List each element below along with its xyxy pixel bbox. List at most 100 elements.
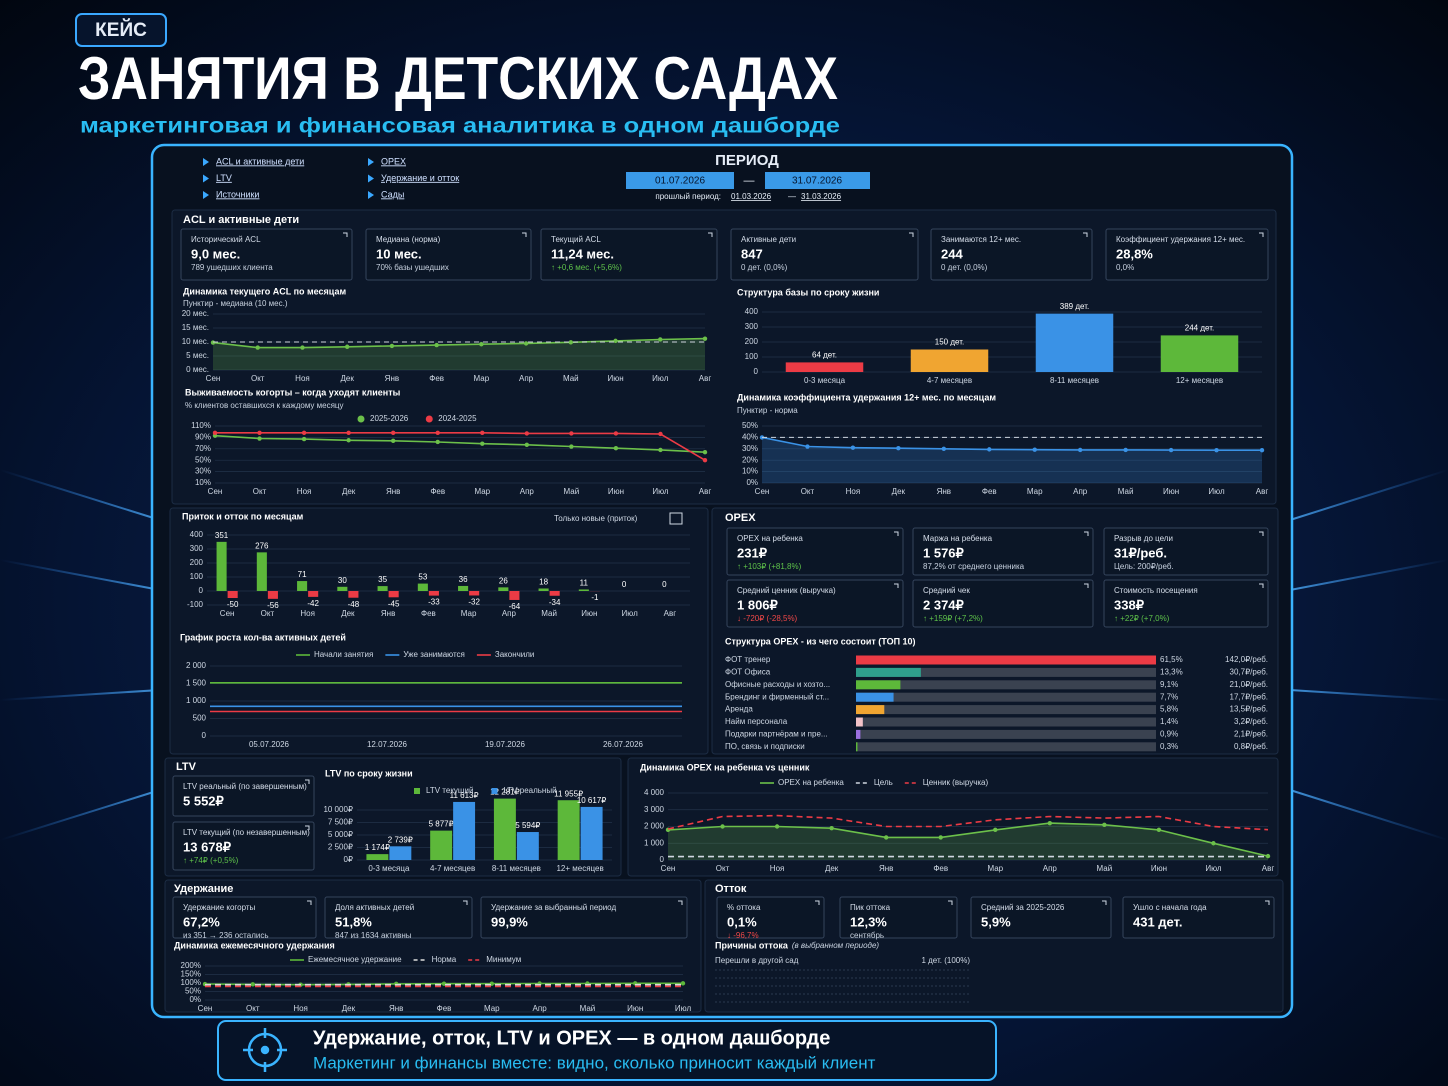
- kpi-value: 51,8%: [335, 914, 372, 929]
- x-tick-label: Июл: [675, 1004, 692, 1013]
- x-tick-label: Апр: [520, 487, 535, 496]
- point: [344, 344, 350, 349]
- kpi-label: Маржа на ребенка: [923, 534, 993, 543]
- data-label: 64 дет.: [812, 351, 837, 360]
- data-label: 276: [255, 541, 269, 550]
- point: [850, 445, 856, 450]
- line: [215, 432, 706, 461]
- x-tick-label: Окт: [253, 487, 267, 496]
- nav-link[interactable]: Сады: [381, 189, 404, 199]
- legend-label: Цель: [874, 778, 893, 787]
- y-tick-label: 20 мес.: [182, 309, 209, 318]
- y-tick-label: 0%: [746, 478, 758, 487]
- x-tick-label: Июл: [652, 487, 669, 496]
- point: [346, 430, 351, 436]
- y-tick-label: 2 000: [644, 822, 665, 831]
- point: [720, 824, 725, 829]
- kpi-value: 847: [741, 246, 763, 261]
- chart-title: Приток и отток по месяцам: [182, 511, 304, 521]
- bar: [785, 362, 864, 372]
- point: [883, 835, 889, 840]
- previous-to[interactable]: 31.03.2026: [801, 192, 842, 201]
- data-label: -56: [267, 601, 279, 610]
- toggle-label: Только новые (приток): [554, 514, 638, 523]
- point: [255, 345, 260, 350]
- bar: [910, 349, 989, 372]
- kpi-value: 67,2%: [183, 914, 220, 929]
- kpi-card: [480, 896, 688, 939]
- bar: [389, 846, 412, 860]
- x-tick-label: 8-11 месяцев: [492, 864, 541, 873]
- target-icon: [243, 1028, 287, 1072]
- bar: [856, 717, 863, 727]
- legend-label: LTV реальный: [503, 786, 556, 795]
- kpi-card: [912, 527, 1094, 576]
- cost-share: 61,5%: [1160, 655, 1183, 664]
- y-tick-label: 110%: [191, 421, 211, 430]
- kpi-note: ↓ -720₽ (-28,5%): [737, 614, 798, 623]
- card-corner: [307, 900, 312, 905]
- bar: [417, 583, 428, 591]
- x-tick-label: Сен: [208, 487, 223, 496]
- card-corner: [1083, 232, 1088, 237]
- data-label: 1 174₽: [365, 843, 390, 852]
- x-tick-label: Дек: [825, 864, 839, 873]
- x-tick-label: Сен: [206, 374, 221, 383]
- point: [524, 442, 530, 448]
- data-label: 2 739₽: [388, 835, 413, 844]
- nav-link[interactable]: ACL и активные дети: [216, 156, 304, 166]
- nav-link[interactable]: Источники: [216, 189, 259, 199]
- point: [658, 447, 663, 453]
- kpi-label: Занимаются 12+ мес.: [941, 235, 1021, 244]
- bar: [377, 586, 388, 591]
- nav-link[interactable]: LTV: [216, 173, 232, 183]
- x-tick-label: Дек: [342, 1004, 356, 1013]
- badge: [75, 13, 167, 47]
- legend-label: 2025-2026: [370, 414, 409, 423]
- cost-share: 0,9%: [1160, 730, 1178, 739]
- y-tick-label: 100: [745, 352, 759, 361]
- kpi-label: LTV текущий (по незавершенным): [183, 828, 310, 837]
- point: [987, 447, 992, 452]
- legend-label: Уже занимаются: [403, 650, 465, 659]
- legend-marker: [414, 788, 420, 794]
- cost-share: 1,4%: [1160, 717, 1178, 726]
- cost-amount: 2,1₽/реб.: [1234, 730, 1268, 739]
- footer-subtitle: Маркетинг и финансы вместе: видно, сколь…: [313, 1053, 876, 1072]
- y-tick-label: 10%: [742, 467, 758, 476]
- card-corner: [894, 531, 899, 536]
- x-tick-label: Янв: [879, 864, 893, 873]
- legend-label: Начали занятия: [314, 650, 373, 659]
- cost-share: 7,7%: [1160, 692, 1178, 701]
- nav-link[interactable]: OPEX: [381, 156, 406, 166]
- x-tick-label: Окт: [251, 374, 265, 383]
- x-tick-label: Авг: [699, 374, 712, 383]
- bar: [297, 581, 308, 591]
- x-tick-label: Окт: [246, 1004, 260, 1013]
- data-label: 71: [298, 570, 307, 579]
- data-label: 150 дет.: [935, 338, 964, 347]
- kpi-value: 99,9%: [491, 914, 528, 929]
- y-tick-label: 30%: [742, 444, 758, 453]
- point: [896, 446, 901, 451]
- point: [346, 438, 351, 443]
- x-tick-label: Дек: [342, 487, 356, 496]
- data-label: 11 613₽: [450, 791, 479, 800]
- cost-name: Брендинг и фирменный ст...: [725, 692, 829, 701]
- kpi-card: [172, 821, 315, 871]
- checkbox[interactable]: [669, 512, 683, 525]
- cost-amount: 13,5₽/реб.: [1230, 705, 1269, 714]
- data-label: 36: [459, 575, 468, 584]
- date-input[interactable]: [626, 172, 734, 189]
- period-title: ПЕРИОД: [715, 152, 779, 169]
- kpi-value: 31₽/реб.: [1114, 545, 1167, 560]
- section-title: Удержание: [174, 883, 233, 895]
- date-input[interactable]: [765, 172, 870, 189]
- bar: [856, 680, 901, 690]
- kpi-value: 0,1%: [727, 914, 757, 929]
- kpi-card: [730, 228, 919, 281]
- kpi-card: [1105, 228, 1269, 281]
- x-tick-label: Окт: [716, 864, 730, 873]
- previous-from[interactable]: 01.03.2026: [731, 192, 772, 201]
- nav-link[interactable]: Удержание и отток: [381, 173, 459, 183]
